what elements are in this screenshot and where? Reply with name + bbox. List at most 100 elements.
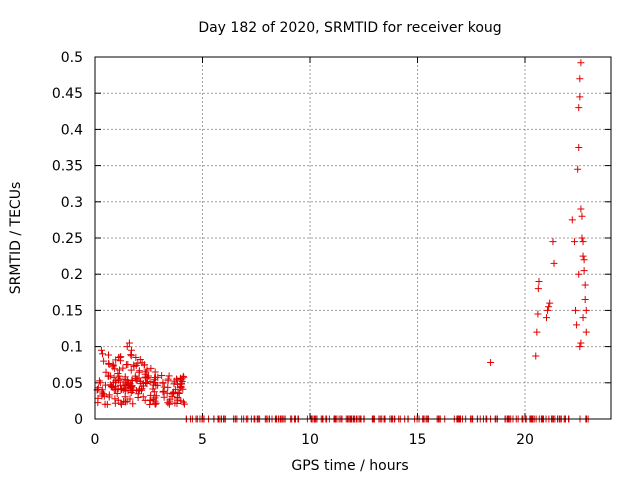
data-point — [582, 328, 590, 336]
data-point — [110, 374, 118, 382]
data-point — [534, 310, 542, 318]
data-point — [568, 216, 576, 224]
y-tick-label: 0.15 — [52, 303, 83, 319]
data-point — [149, 395, 157, 403]
data-point — [116, 375, 124, 383]
data-point — [570, 238, 578, 246]
data-point — [169, 389, 177, 397]
y-tick-label: 0.05 — [52, 376, 83, 392]
tick-labels: 0 0.05 0.1 0.15 0.2 0.25 0.3 0.35 0.4 0.45 0.5 0 5 10… — [52, 50, 611, 448]
data-point — [577, 339, 585, 347]
y-tick-label: 0.35 — [52, 159, 83, 175]
data-point — [127, 366, 135, 374]
data-point — [132, 353, 140, 361]
data-point — [164, 375, 172, 383]
data-point — [175, 389, 183, 397]
data-point — [151, 397, 159, 405]
data-point — [577, 59, 585, 67]
data-point — [114, 376, 122, 384]
data-point — [575, 104, 583, 112]
data-point — [158, 372, 166, 380]
data-point — [131, 372, 139, 380]
data-point — [578, 212, 586, 220]
data-point — [581, 296, 589, 304]
data-point — [579, 252, 587, 260]
data-point — [173, 396, 181, 404]
data-point — [543, 314, 550, 322]
data-point — [160, 393, 168, 401]
data-point — [165, 372, 173, 380]
data-point — [533, 328, 541, 336]
data-point — [575, 144, 583, 151]
data-point — [160, 383, 168, 391]
data-point — [104, 351, 112, 359]
plot-frame — [94, 56, 612, 420]
y-tick-label: 0.25 — [52, 231, 83, 247]
data-point — [114, 369, 122, 377]
x-tick-label: 5 — [198, 432, 207, 448]
data-point — [123, 343, 131, 351]
data-point — [103, 400, 111, 408]
x-axis-label: GPS time / hours — [291, 458, 408, 474]
data-point — [111, 365, 119, 373]
data-point — [136, 356, 144, 364]
data-point — [579, 238, 587, 246]
x-tick-label: 15 — [409, 432, 427, 448]
y-tick-label: 0.3 — [61, 195, 83, 211]
data-point — [105, 391, 113, 399]
y-tick-label: 0.4 — [61, 122, 83, 138]
data-point — [147, 391, 155, 399]
data-point — [544, 306, 552, 314]
data-points — [93, 59, 592, 423]
data-point — [119, 378, 127, 386]
data-point — [120, 386, 128, 394]
data-point — [109, 379, 117, 387]
data-point — [532, 352, 540, 360]
data-point — [134, 394, 142, 402]
data-point — [550, 259, 558, 267]
data-point — [534, 285, 542, 293]
data-point — [579, 314, 587, 322]
data-point — [151, 368, 159, 376]
data-point — [125, 339, 133, 347]
data-point — [100, 357, 108, 365]
data-point — [121, 373, 129, 381]
data-point — [177, 376, 185, 384]
data-point — [113, 390, 121, 398]
data-point — [171, 386, 179, 394]
data-point — [545, 303, 553, 311]
data-point — [97, 346, 105, 354]
data-point — [141, 373, 149, 381]
data-point — [145, 372, 153, 380]
data-point — [159, 379, 167, 387]
data-point — [128, 377, 136, 385]
data-point — [580, 267, 588, 275]
data-point — [111, 395, 119, 403]
data-point — [576, 75, 584, 83]
data-point — [139, 393, 147, 401]
data-point — [165, 399, 173, 407]
x-tick-label: 20 — [516, 432, 534, 448]
data-point — [130, 362, 138, 370]
data-point — [575, 270, 583, 278]
y-tick-label: 0.2 — [61, 267, 83, 283]
data-point — [100, 392, 108, 400]
data-point — [105, 359, 113, 367]
data-point — [577, 205, 585, 213]
x-tick-label: 10 — [301, 432, 319, 448]
data-point — [159, 387, 167, 395]
data-point — [150, 388, 158, 396]
y-tick-label: 0 — [74, 412, 83, 428]
y-tick-label: 0.5 — [61, 50, 83, 66]
data-point — [109, 360, 117, 368]
data-point — [127, 351, 135, 359]
data-point — [179, 398, 187, 406]
data-point — [115, 366, 123, 374]
data-point — [180, 400, 188, 408]
data-point — [110, 386, 118, 394]
data-point — [574, 165, 582, 173]
data-point — [176, 384, 184, 392]
data-point — [122, 361, 130, 369]
data-point — [549, 238, 557, 246]
data-point — [99, 350, 107, 358]
